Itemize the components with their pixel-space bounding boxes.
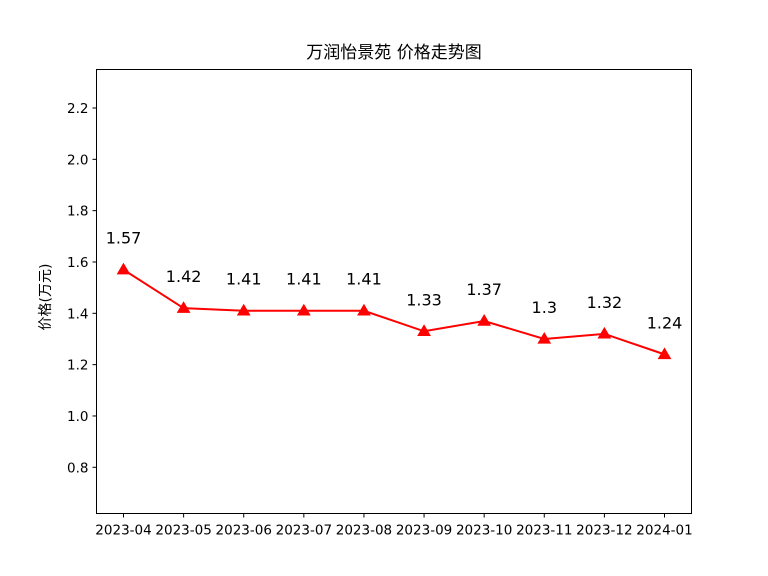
data-point xyxy=(417,324,431,336)
plot-area: 0.8 1.0 1.2 1.4 1.6 1.8 2.0 2.2 2023-04 2023-05 20… xyxy=(67,101,693,539)
x-tick-label: 2023-06 xyxy=(216,523,272,539)
y-tick-label: 1.4 xyxy=(67,306,88,322)
x-tick-label: 2024-01 xyxy=(636,523,692,539)
data-point xyxy=(176,301,191,313)
axes-frame xyxy=(96,69,692,514)
x-tick-label: 2023-09 xyxy=(396,523,452,539)
x-tick-label: 2023-05 xyxy=(155,523,211,539)
data-label: 1.32 xyxy=(587,293,623,312)
data-label: 1.24 xyxy=(647,313,683,332)
data-label: 1.3 xyxy=(532,298,557,317)
data-point xyxy=(657,347,672,360)
x-tick-label: 2023-10 xyxy=(456,523,512,539)
y-tick-label: 1.0 xyxy=(67,409,88,425)
y-tick-label: 0.8 xyxy=(67,460,88,476)
y-axis-label: 价格(万元) xyxy=(38,264,54,331)
data-point xyxy=(116,262,131,275)
series-line xyxy=(122,268,665,356)
y-tick-label: 1.6 xyxy=(67,255,88,271)
data-point xyxy=(357,303,371,316)
data-label: 1.57 xyxy=(106,229,142,248)
chart-title: 万润怡景苑 价格走势图 xyxy=(306,43,481,63)
data-point xyxy=(597,326,612,339)
x-tick-label: 2023-08 xyxy=(336,523,392,539)
data-label: 1.41 xyxy=(226,270,262,289)
data-point xyxy=(477,314,492,326)
data-label: 1.41 xyxy=(286,270,322,289)
data-label: 1.41 xyxy=(346,270,382,289)
x-tick-label: 2023-04 xyxy=(95,523,151,539)
data-label: 1.37 xyxy=(466,280,502,299)
x-tick-label: 2023-12 xyxy=(576,523,632,539)
y-tick-label: 1.2 xyxy=(67,358,88,374)
x-tick-label: 2023-11 xyxy=(516,523,572,539)
y-tick-label: 2.0 xyxy=(67,152,88,168)
data-label: 1.33 xyxy=(406,290,442,309)
x-tick-label: 2023-07 xyxy=(276,523,332,539)
data-point xyxy=(296,303,311,316)
data-point xyxy=(236,303,251,316)
data-point xyxy=(537,331,552,344)
data-label: 1.42 xyxy=(166,267,202,286)
y-tick-label: 1.8 xyxy=(67,204,88,220)
y-tick-label: 2.2 xyxy=(67,101,88,117)
